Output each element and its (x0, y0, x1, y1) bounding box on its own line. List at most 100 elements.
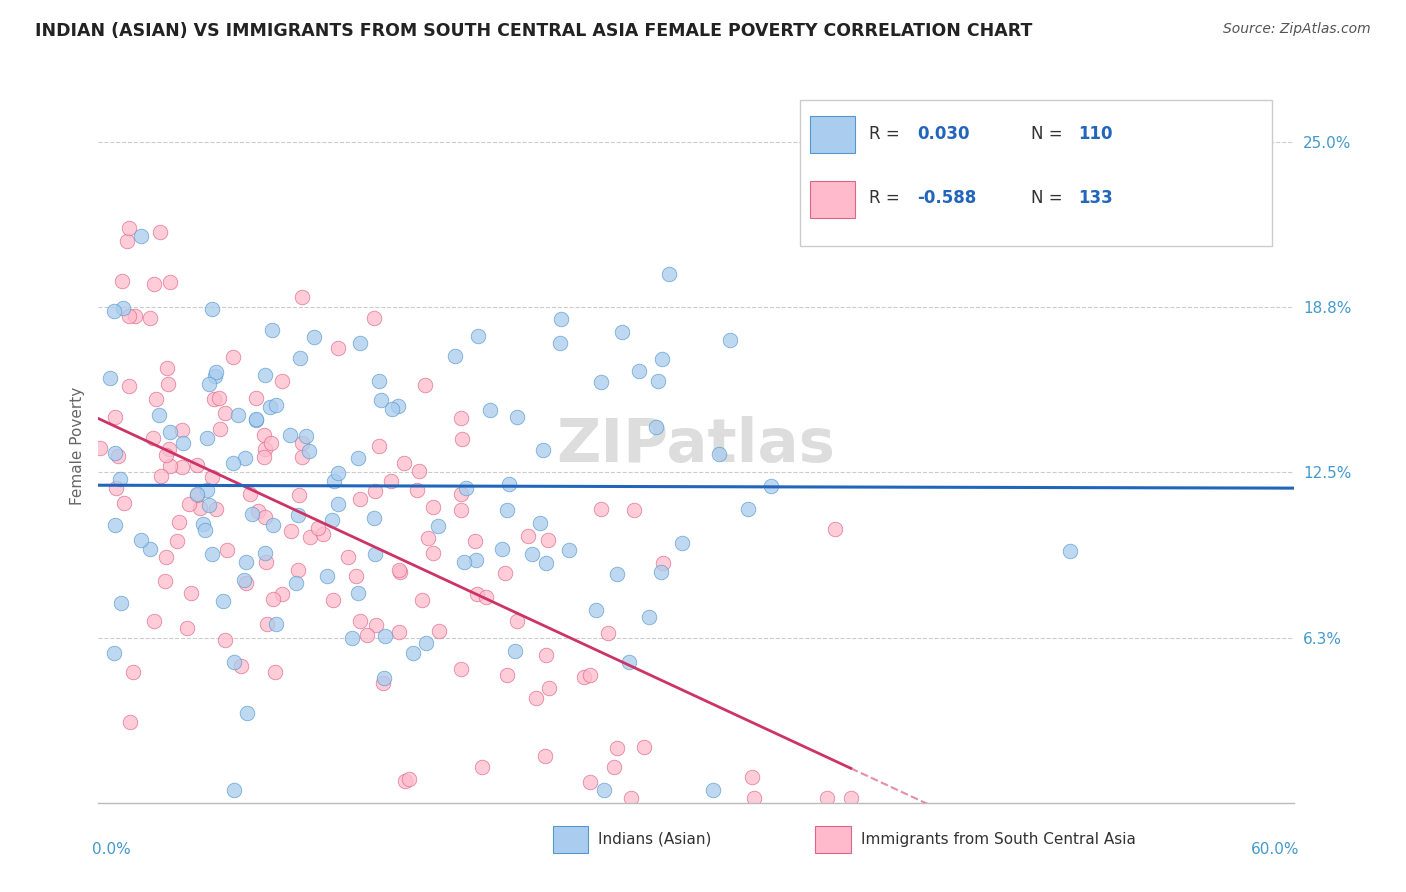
Point (246, 503, 269, 517)
Point (124, 309, 146, 323)
Point (464, 553, 486, 567)
Point (108, 472, 131, 486)
Point (742, 790, 765, 805)
FancyBboxPatch shape (800, 100, 1272, 246)
Point (263, 665, 285, 680)
Point (201, 302, 224, 317)
Point (444, 350, 467, 364)
Point (212, 594, 235, 608)
Point (201, 547, 224, 561)
Point (368, 374, 391, 388)
Point (307, 520, 329, 534)
Point (373, 675, 395, 690)
Point (256, 617, 278, 632)
Point (450, 503, 472, 517)
Point (496, 668, 519, 682)
FancyBboxPatch shape (810, 116, 855, 153)
Point (491, 542, 513, 557)
Text: ZIPatlas: ZIPatlas (557, 417, 835, 475)
Point (194, 523, 217, 537)
Point (606, 567, 628, 582)
Point (299, 530, 322, 544)
Point (422, 500, 444, 515)
Point (340, 631, 363, 645)
Point (537, 681, 560, 695)
Point (579, 668, 602, 682)
Point (145, 392, 167, 406)
Point (839, 790, 862, 805)
Text: INDIAN (ASIAN) VS IMMIGRANTS FROM SOUTH CENTRAL ASIA FEMALE POVERTY CORRELATION : INDIAN (ASIAN) VS IMMIGRANTS FROM SOUTH … (35, 22, 1032, 40)
Point (1059, 544, 1081, 558)
Point (186, 488, 208, 502)
FancyBboxPatch shape (553, 826, 589, 853)
Point (709, 447, 731, 461)
Point (368, 439, 391, 453)
Point (450, 410, 472, 425)
Point (373, 671, 395, 685)
Point (156, 377, 179, 392)
Point (454, 481, 477, 495)
Point (465, 587, 488, 601)
Point (529, 516, 551, 530)
Point (170, 460, 193, 475)
Point (394, 773, 416, 788)
Point (374, 629, 396, 643)
Point (574, 670, 596, 684)
Point (186, 458, 208, 472)
Point (402, 647, 425, 661)
Point (520, 547, 543, 561)
Point (298, 444, 321, 458)
Text: 0.030: 0.030 (917, 125, 970, 143)
Point (737, 502, 759, 516)
FancyBboxPatch shape (815, 826, 852, 853)
Point (326, 341, 349, 355)
Point (380, 474, 402, 488)
Point (280, 524, 302, 539)
Point (702, 782, 724, 797)
Point (596, 626, 619, 640)
Point (204, 502, 226, 516)
Point (201, 470, 224, 484)
Point (427, 519, 450, 533)
Point (262, 323, 284, 337)
Point (388, 563, 411, 577)
Point (253, 442, 276, 457)
Point (387, 399, 409, 413)
Point (245, 413, 267, 427)
Point (450, 487, 472, 501)
Point (291, 450, 314, 464)
Point (278, 427, 301, 442)
Text: Source: ZipAtlas.com: Source: ZipAtlas.com (1223, 22, 1371, 37)
Point (239, 487, 262, 501)
Point (139, 542, 162, 557)
Point (153, 574, 176, 589)
Point (337, 549, 360, 564)
Point (411, 593, 433, 607)
Point (516, 529, 538, 543)
Point (363, 510, 385, 524)
Point (536, 648, 558, 663)
Point (188, 501, 211, 516)
Point (610, 325, 633, 339)
Text: N =: N = (1031, 125, 1067, 143)
Point (316, 568, 339, 582)
Point (415, 636, 437, 650)
Point (180, 586, 202, 600)
Point (155, 549, 177, 564)
Point (548, 336, 571, 351)
Point (344, 569, 367, 583)
Point (138, 311, 160, 326)
Point (110, 596, 132, 610)
Point (450, 662, 472, 676)
Point (364, 484, 387, 499)
Point (253, 546, 276, 560)
Point (111, 274, 134, 288)
Point (143, 277, 166, 291)
Point (585, 603, 607, 617)
Point (271, 375, 294, 389)
Point (245, 412, 267, 426)
Point (103, 304, 125, 318)
Point (214, 632, 236, 647)
Point (644, 420, 666, 434)
Point (197, 432, 219, 446)
